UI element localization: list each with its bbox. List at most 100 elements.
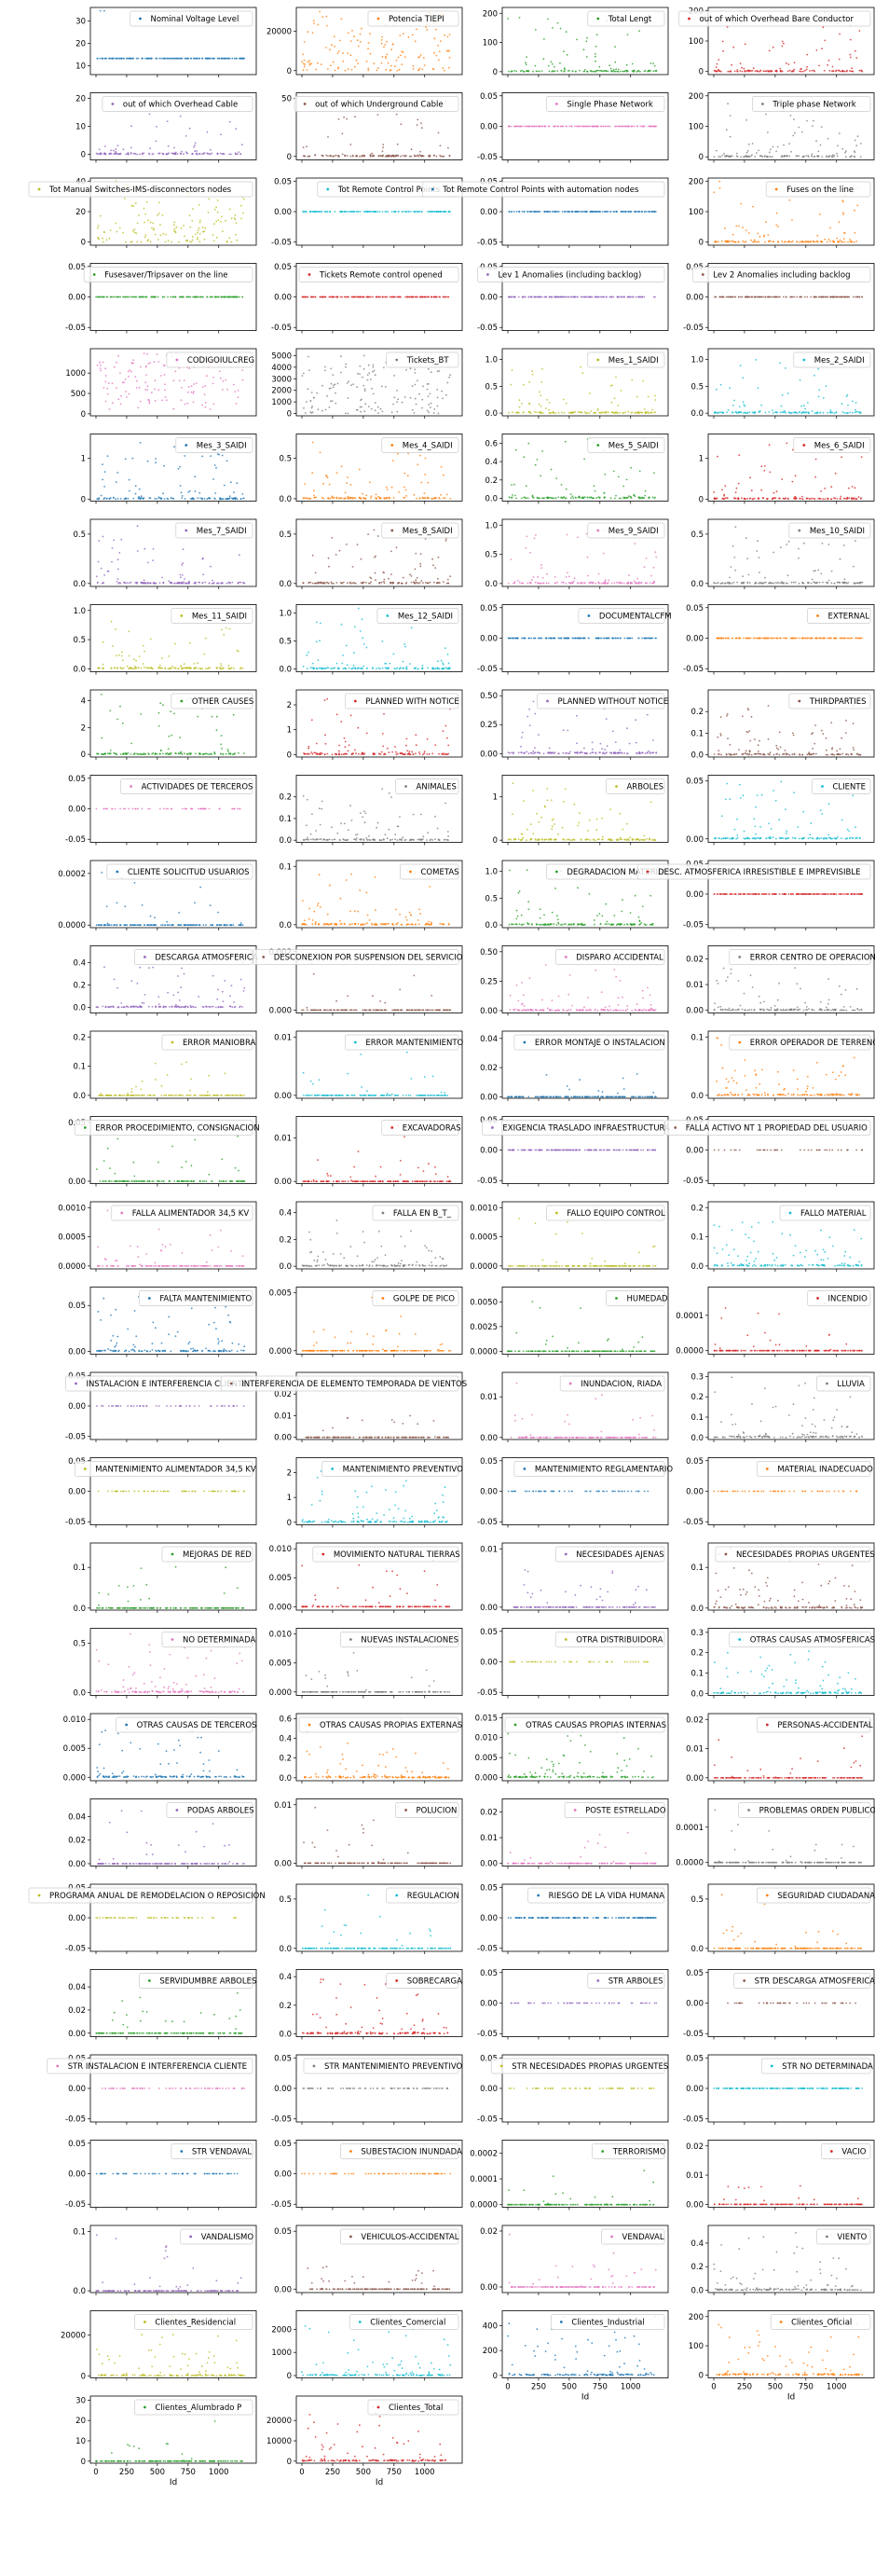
data-point — [734, 526, 737, 529]
data-point — [126, 582, 129, 584]
data-point — [653, 125, 656, 128]
data-point — [350, 296, 353, 298]
data-point — [649, 211, 650, 213]
data-point — [794, 411, 797, 414]
data-point — [742, 401, 745, 404]
data-point — [638, 412, 640, 414]
data-point — [127, 497, 130, 500]
data-point — [146, 389, 149, 391]
data-point — [309, 497, 311, 500]
data-point — [718, 69, 720, 72]
data-point — [129, 369, 131, 372]
data-point — [143, 579, 145, 581]
data-point — [424, 582, 427, 584]
data-point — [650, 211, 653, 213]
data-point — [358, 468, 361, 471]
data-point — [416, 28, 417, 31]
data-point — [384, 44, 387, 46]
data-point — [332, 61, 335, 63]
data-point — [649, 62, 652, 64]
data-point — [445, 49, 448, 52]
data-point — [430, 406, 431, 408]
data-point — [383, 582, 386, 585]
data-point — [159, 234, 162, 237]
data-point — [199, 296, 202, 298]
data-point — [551, 211, 554, 213]
data-point — [311, 582, 314, 585]
data-point — [615, 581, 618, 584]
data-point — [157, 361, 160, 363]
data-point — [381, 385, 383, 388]
data-point — [190, 391, 193, 393]
data-point — [801, 498, 804, 501]
data-point — [548, 496, 551, 499]
data-point — [127, 296, 130, 298]
legend-marker — [798, 529, 801, 532]
data-point — [194, 490, 197, 492]
data-point — [581, 211, 584, 213]
data-point — [435, 211, 438, 213]
data-point — [737, 241, 740, 243]
data-point — [837, 145, 839, 147]
data-point — [389, 296, 391, 298]
data-point — [719, 383, 722, 386]
legend-label: Single Phase Network — [567, 101, 652, 110]
data-point — [208, 152, 211, 155]
data-point — [359, 296, 362, 298]
y-tick-label: 1 — [699, 455, 704, 464]
data-point — [775, 224, 778, 227]
data-point — [161, 152, 164, 155]
y-tick-label: 0 — [699, 153, 704, 162]
data-point — [606, 125, 608, 128]
data-point — [179, 152, 182, 155]
data-point — [760, 489, 763, 491]
data-point — [439, 296, 442, 298]
data-point — [335, 497, 338, 499]
data-point — [214, 492, 217, 494]
data-point — [597, 69, 599, 72]
data-point — [771, 409, 773, 411]
data-point — [747, 573, 750, 576]
data-point — [734, 296, 737, 298]
data-point — [222, 389, 224, 391]
data-point — [144, 236, 146, 239]
data-point — [329, 296, 332, 298]
data-point — [316, 668, 319, 669]
data-point — [356, 408, 359, 411]
data-point — [510, 558, 513, 560]
data-point — [416, 577, 418, 579]
data-point — [325, 154, 328, 157]
data-point — [353, 582, 356, 585]
data-point — [171, 582, 173, 584]
data-point — [577, 496, 580, 499]
data-point — [436, 396, 439, 399]
data-point — [609, 497, 612, 499]
data-point — [347, 476, 349, 478]
subplot: 02040Tot Manual Switches-IMS-disconnecto… — [28, 177, 257, 248]
data-point — [760, 465, 763, 467]
data-point — [631, 70, 634, 72]
data-point — [381, 154, 384, 157]
data-point — [554, 70, 556, 72]
data-point — [186, 296, 189, 298]
data-point — [642, 379, 645, 382]
data-point — [429, 393, 431, 395]
data-point — [816, 234, 819, 237]
data-point — [858, 69, 861, 72]
data-point — [99, 214, 102, 217]
data-point — [216, 211, 219, 214]
data-point — [713, 191, 716, 194]
data-point — [180, 582, 183, 585]
data-point — [856, 204, 859, 207]
data-point — [566, 125, 568, 128]
data-point — [427, 367, 430, 370]
data-point — [586, 496, 589, 499]
data-point — [844, 156, 847, 158]
data-point — [220, 498, 223, 501]
data-point — [97, 57, 99, 60]
data-point — [782, 296, 785, 298]
data-point — [113, 496, 115, 499]
data-point — [342, 52, 344, 54]
data-point — [418, 393, 420, 395]
